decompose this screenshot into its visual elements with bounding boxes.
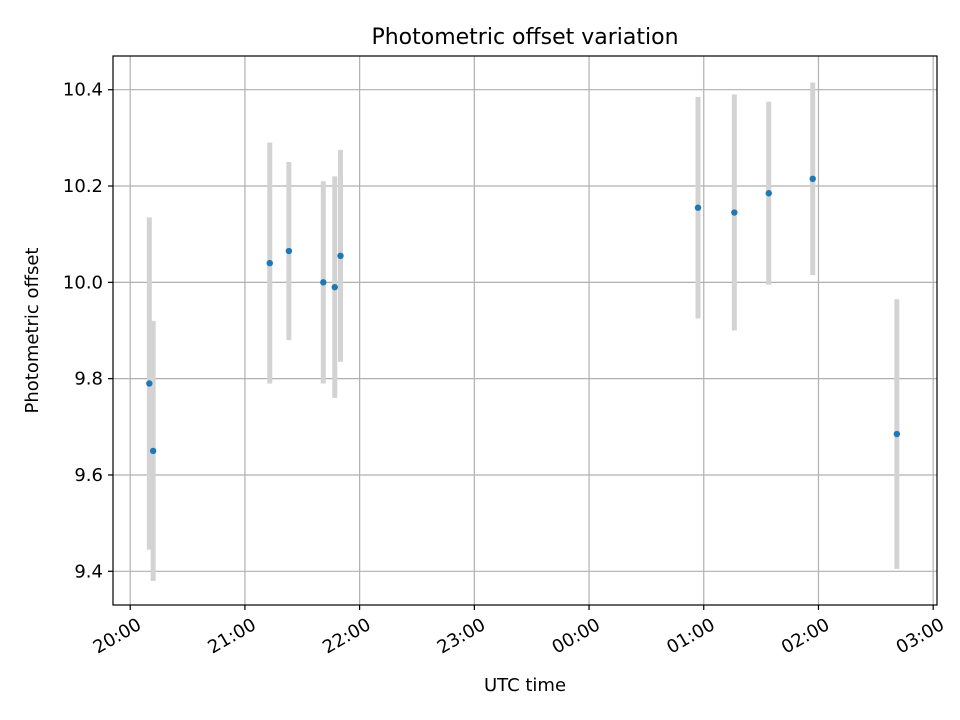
x-tick-label: 23:00 [434, 614, 489, 658]
y-tick-label: 10.0 [63, 272, 103, 293]
grid-lines [113, 56, 937, 605]
x-axis-title: UTC time [484, 675, 566, 696]
data-point [337, 252, 344, 260]
data-point [331, 283, 338, 291]
x-tick-label: 21:00 [204, 614, 259, 658]
x-tick-label: 20:00 [90, 614, 145, 658]
y-axis-ticks: 9.4 9.6 9.8 10.0 10.2 10.4 [63, 80, 113, 582]
plot-area-frame [112, 55, 938, 606]
y-tick-label: 10.2 [63, 176, 103, 197]
y-tick-label: 9.6 [74, 465, 103, 486]
y-axis-title: Photometric offset [22, 248, 43, 414]
x-tick-label: 00:00 [549, 614, 604, 658]
x-axis-ticks: 20:00 21:00 22:00 23:00 00:00 01:00 02:00 03:00 [90, 605, 948, 658]
data-point [146, 380, 153, 387]
chart-title: Photometric offset variation [371, 25, 678, 50]
x-tick-label: 22:00 [319, 614, 374, 658]
x-tick-label: 02:00 [778, 614, 833, 658]
error-bars [146, 82, 900, 581]
data-point [731, 209, 738, 216]
data-point [809, 175, 816, 183]
data-point [765, 190, 772, 197]
data-point [694, 204, 702, 211]
x-tick-label: 03:00 [893, 614, 948, 658]
y-tick-label: 10.4 [63, 80, 103, 101]
data-point [320, 279, 327, 286]
y-tick-label: 9.8 [74, 369, 103, 390]
data-point [285, 247, 293, 255]
data-point [893, 430, 901, 438]
x-tick-label: 01:00 [663, 614, 718, 658]
data-point [266, 259, 273, 267]
y-tick-label: 9.4 [74, 561, 103, 582]
data-point [149, 447, 157, 455]
data-points [146, 175, 901, 455]
